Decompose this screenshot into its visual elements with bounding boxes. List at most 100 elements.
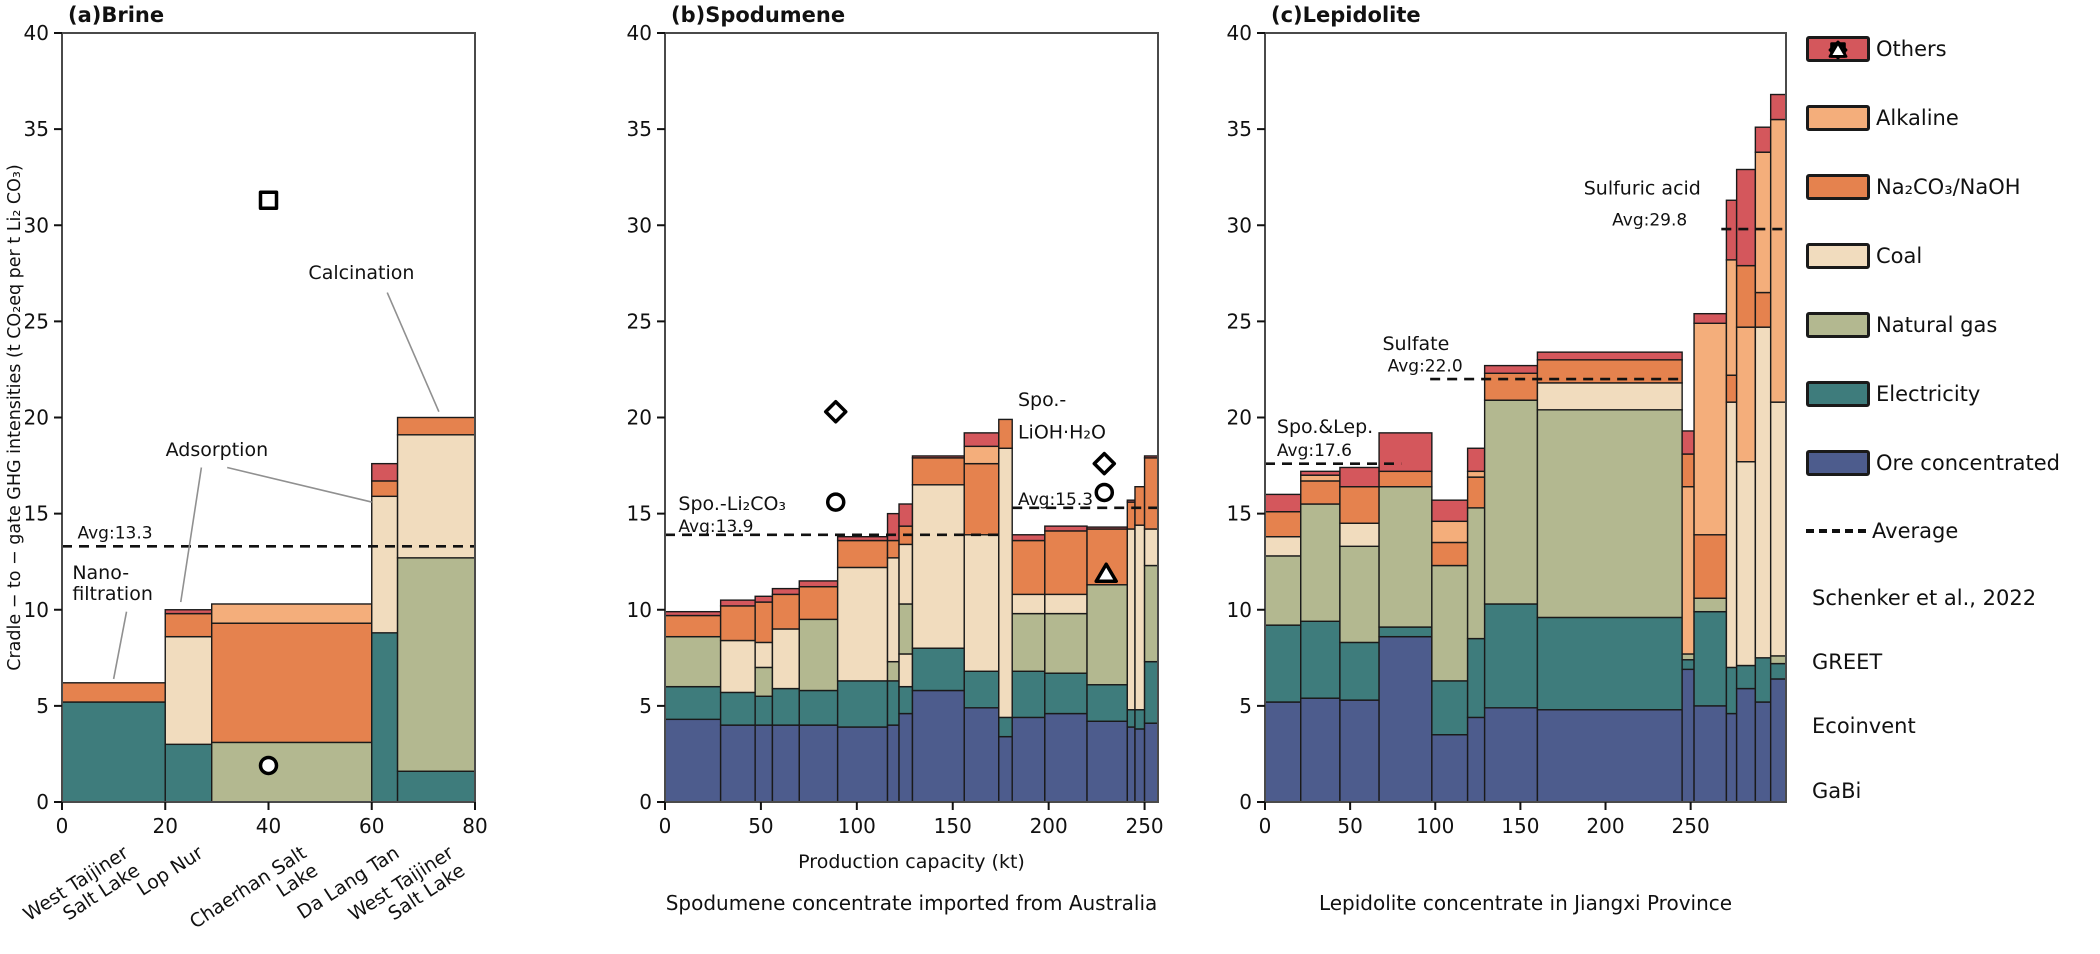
bar-segment-coal (396, 434, 476, 559)
annotation-text: Avg:17.6 (1277, 441, 1352, 461)
stacked-bar (664, 610, 722, 803)
x-tick-label: 100 (1416, 814, 1454, 838)
bar-segment-ore_concentrated (1339, 699, 1380, 803)
legend-item-triangle: GaBi (1806, 41, 2096, 803)
stacked-bar (61, 682, 166, 803)
bar-segment-na2co3_naoh (911, 457, 965, 486)
bar-segment-ore_concentrated (1134, 728, 1146, 803)
bar-segment-na2co3_naoh (1300, 480, 1341, 505)
bar-segment-electricity (798, 689, 839, 726)
stacked-bar (164, 609, 213, 803)
y-tick-label: 30 (1227, 213, 1252, 237)
bar-segment-ore_concentrated (1754, 701, 1772, 803)
y-tick-label: 0 (36, 790, 49, 814)
bar-segment-electricity (1693, 610, 1728, 707)
alkaline-swatch (1806, 105, 1870, 131)
bar-segment-electricity (1044, 672, 1088, 715)
x-category-label: West TaijinerSalt Lake (345, 842, 469, 944)
annotation-text: filtration (72, 583, 153, 605)
bar-segment-coal (898, 653, 914, 688)
bar-segment-na2co3_naoh (1378, 470, 1433, 488)
bar-segment-natural_gas (898, 603, 914, 655)
bar-segment-alkaline (211, 603, 373, 624)
bar-segment-ore_concentrated (886, 724, 900, 803)
bar-segment-coal (1126, 528, 1136, 711)
y-tick-label: 20 (627, 406, 652, 430)
bar-segment-coal (911, 484, 965, 649)
legend-item-label: Na₂CO₃/NaOH (1876, 174, 2021, 199)
bar-segment-others (719, 599, 756, 607)
bar-segment-natural_gas (798, 618, 839, 692)
bar-segment-ore_concentrated (1044, 712, 1088, 803)
x-category-label: Lop Nur (133, 842, 207, 901)
bar-segment-ore_concentrated (1725, 712, 1738, 803)
x-tick-label: 200 (1586, 814, 1624, 838)
bar-segment-ore_concentrated (1769, 678, 1787, 803)
bar-segment-na2co3_naoh (754, 601, 774, 644)
legend-item-diamond: GREET (1806, 40, 2096, 674)
bar-segment-ore_concentrated (1735, 687, 1757, 803)
bar-segment-ore_concentrated (1264, 701, 1302, 803)
annotation-leader-line (179, 467, 203, 603)
stacked-bar (1735, 168, 1757, 803)
annotation-text: Adsorption (166, 439, 269, 461)
x-tick-label: 80 (462, 814, 487, 838)
stacked-bar (371, 462, 399, 803)
y-tick-label: 15 (1227, 502, 1252, 526)
bar-segment-electricity (1378, 626, 1433, 638)
bar-segment-electricity (771, 687, 800, 726)
annotation-text: LiOH·H₂O (1018, 422, 1106, 444)
bar-segment-electricity (164, 743, 213, 803)
annotation-leader-line (227, 466, 372, 503)
bar-segment-na2co3_naoh (1044, 530, 1088, 596)
x-tick-label: 0 (1259, 814, 1272, 838)
y-tick-label: 40 (1227, 21, 1252, 45)
y-tick-label: 30 (627, 213, 652, 237)
bar-segment-na2co3_naoh (1134, 486, 1146, 526)
bar-segment-alkaline (1769, 118, 1787, 403)
stacked-bar (1483, 364, 1539, 803)
bar-segment-coal (1754, 326, 1772, 659)
bar-segment-ore_concentrated (911, 689, 965, 803)
y-tick-label: 0 (1239, 790, 1252, 814)
bar-segment-ore_concentrated (1466, 716, 1486, 803)
stacked-bar (1536, 351, 1683, 803)
triangle-marker (1094, 562, 1118, 583)
bar-segment-ore_concentrated (998, 735, 1013, 803)
stacked-bar (1011, 534, 1046, 803)
bar-segment-others (1126, 499, 1136, 503)
annotation-text: Avg:29.8 (1612, 210, 1687, 230)
stacked-bar (1339, 466, 1380, 803)
legend-item-natural_gas: Natural gas (1806, 312, 2096, 338)
bar-segment-others (771, 587, 800, 596)
stacked-bar (1134, 486, 1146, 803)
x-tick-label: 0 (659, 814, 672, 838)
bar-segment-natural_gas (886, 660, 900, 682)
bar-segment-alkaline (1735, 326, 1757, 463)
bar-segment-others (164, 609, 213, 615)
annotation-text: Avg:13.3 (77, 524, 152, 544)
bar-segment-ore_concentrated (1378, 635, 1433, 803)
stacked-bar (998, 418, 1013, 803)
bar-segment-ore_concentrated (836, 726, 889, 803)
y-tick-label: 25 (24, 309, 49, 333)
y-tick-label: 5 (1239, 694, 1252, 718)
y-tick-label: 20 (24, 406, 49, 430)
bar-segment-others (754, 595, 774, 603)
legend-item-label: GaBi (1812, 778, 1862, 803)
x-category-label: West TaijinerSalt Lake (20, 842, 144, 944)
y-tick-label: 20 (1227, 406, 1252, 430)
y-tick-label: 5 (639, 694, 652, 718)
bar-segment-ore_concentrated (963, 707, 1000, 803)
annotation-text: Calcination (308, 262, 414, 284)
x-tick-label: 200 (1030, 814, 1068, 838)
y-axis-label: Cradle − to − gate GHG intensities (t CO… (5, 164, 25, 671)
ore_concentrated-swatch (1806, 450, 1870, 476)
y-tick-label: 10 (1227, 598, 1252, 622)
bar-segment-others (911, 455, 965, 459)
bar-segment-na2co3_naoh (1754, 291, 1772, 328)
stacked-bar (911, 455, 965, 803)
panel-caption: Lepidolite concentrate in Jiangxi Provin… (1319, 891, 1732, 915)
